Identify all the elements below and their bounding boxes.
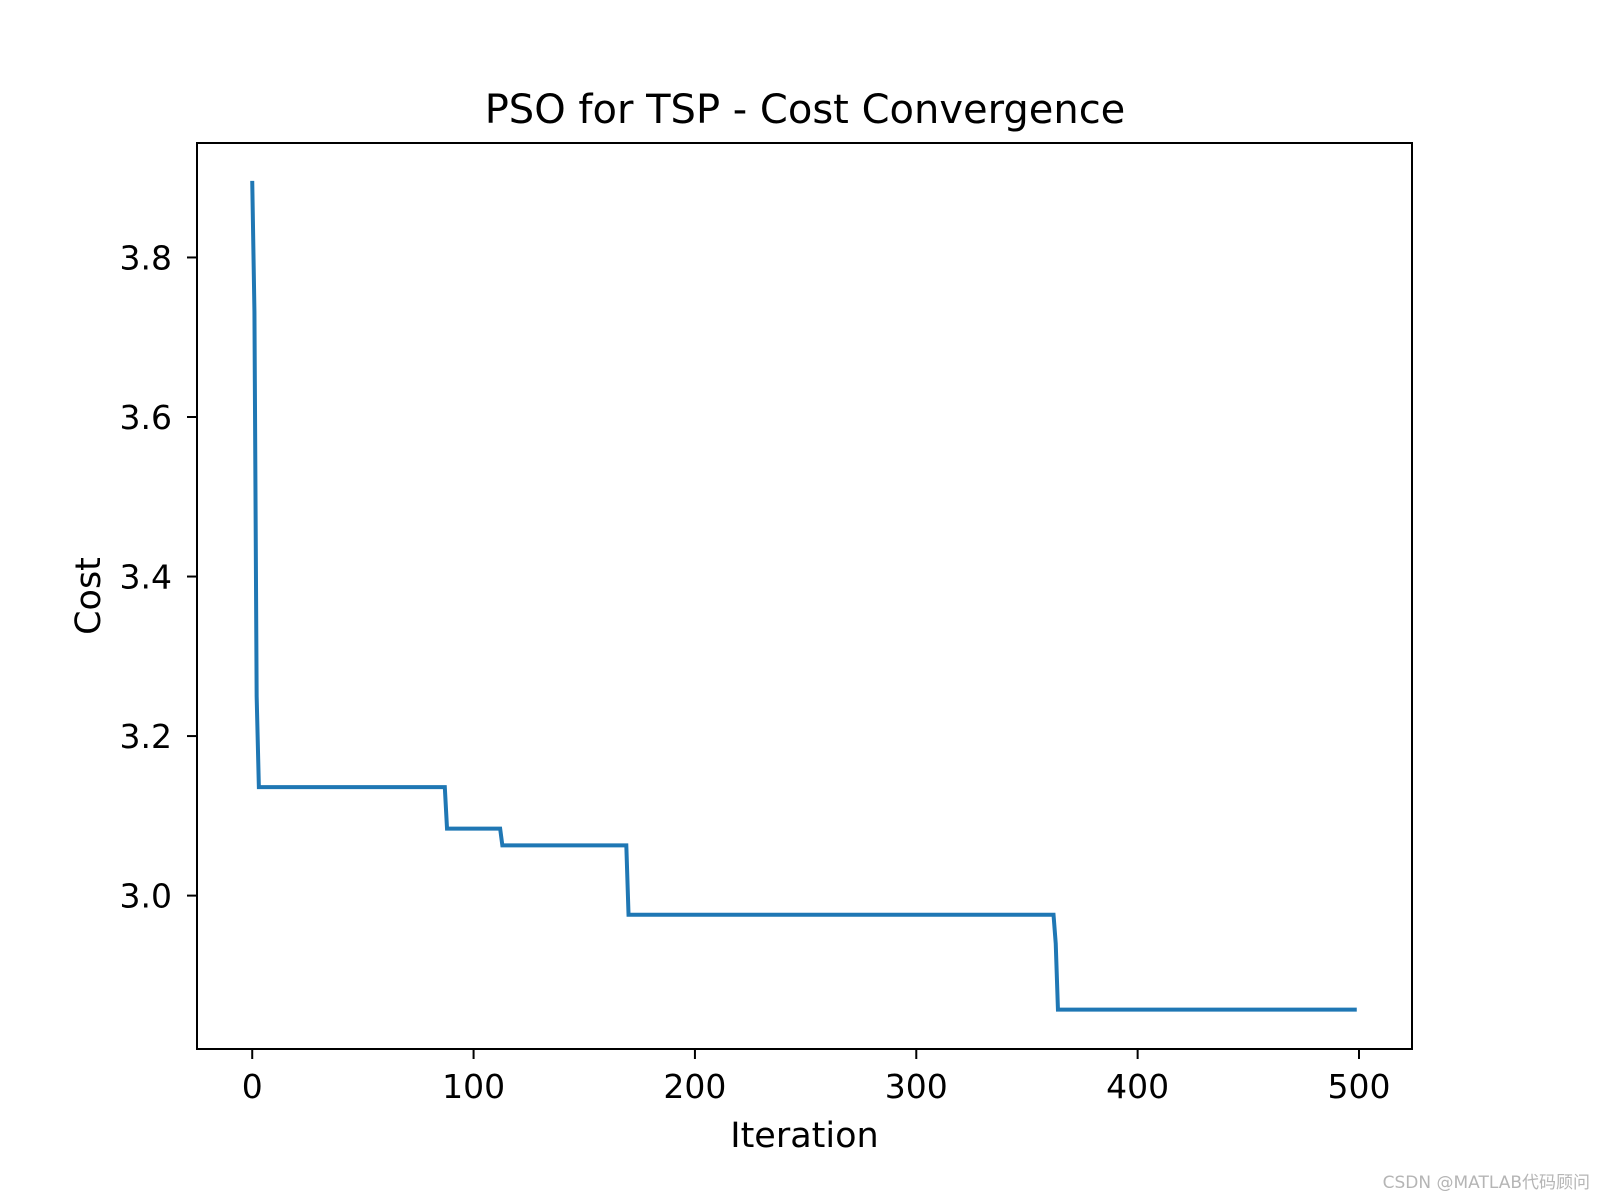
y-tick-label: 3.6 [120,398,172,437]
y-axis-ticks: 3.0 3.2 3.4 3.6 3.8 [120,238,197,916]
x-tick-label: 500 [1327,1067,1390,1106]
plot-area [196,142,1413,1050]
x-tick-label: 400 [1106,1067,1169,1106]
watermark-text: CSDN @MATLAB代码顾问 [1383,1173,1590,1193]
series-group [250,180,1357,1012]
axes-frame [196,142,1413,1050]
y-tick-label: 3.0 [120,877,172,916]
y-tick-label: 3.4 [120,558,172,597]
y-axis-label: Cost [69,557,109,635]
x-axis-label: Iteration [730,1116,878,1156]
series-line-0 [250,180,1357,1012]
x-tick-label: 0 [242,1067,263,1106]
x-axis-ticks: 0 100 200 300 400 500 [242,1049,1390,1106]
x-tick-label: 300 [885,1067,948,1106]
x-tick-label: 100 [442,1067,505,1106]
x-tick-label: 200 [663,1067,726,1106]
chart-title: PSO for TSP - Cost Convergence [485,87,1126,133]
y-tick-label: 3.2 [120,717,172,756]
y-tick-label: 3.8 [120,238,172,277]
